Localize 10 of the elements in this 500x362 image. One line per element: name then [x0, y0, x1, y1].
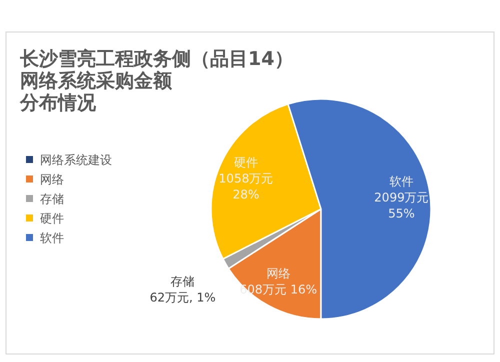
legend-label: 存储 [40, 192, 64, 206]
data-label: 存储 62万元, 1% [150, 274, 216, 304]
chart-subtitle: 网络系统采购金额分布情况 [20, 70, 173, 114]
legend-label: 软件 [40, 231, 64, 245]
data-label: 软件 2099万元 55% [374, 174, 429, 221]
data-label: 硬件 1058万元 28% [218, 155, 274, 202]
legend-label: 网络 [40, 172, 64, 186]
legend-label: 硬件 [40, 212, 64, 226]
legend-label: 网络系统建设 [40, 153, 112, 167]
chart-title: 长沙雪亮工程政务侧（品目14） [20, 48, 294, 70]
